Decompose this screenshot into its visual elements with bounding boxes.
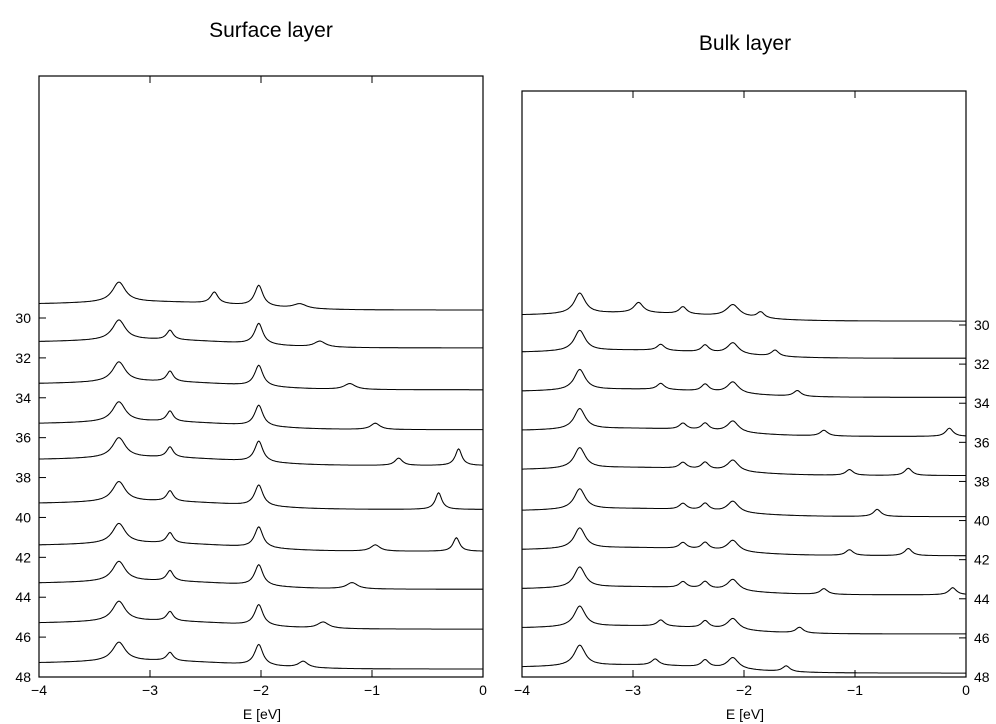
surface-x-tick-label: −2	[253, 682, 269, 698]
bulk-x-tick-label: 0	[962, 682, 970, 698]
bulk-y-tick-label: 48	[974, 669, 990, 685]
bulk-layer-title: Bulk layer	[699, 32, 791, 55]
bulk-x-tick-label: −1	[847, 682, 863, 698]
bulk-y-tick-label: 34	[974, 395, 990, 411]
bulk-x-tick-label: −3	[625, 682, 641, 698]
surface-dos-curve	[39, 560, 483, 590]
bulk-curves	[521, 292, 967, 674]
bulk-y-tick-label: 46	[974, 630, 990, 646]
surface-layer-title: Surface layer	[209, 19, 333, 42]
surface-y-tick-label: 30	[15, 310, 31, 326]
surface-y-tick-label: 48	[15, 669, 31, 685]
bulk-dos-curve	[521, 292, 966, 322]
bulk-dos-curve	[521, 527, 966, 557]
bulk-y-tick-label: 30	[974, 317, 990, 333]
bulk-plot-frame	[521, 90, 967, 678]
surface-y-tick-label: 44	[15, 589, 31, 605]
bulk-dos-curve	[521, 566, 967, 596]
bulk-dos-curve	[522, 644, 966, 674]
surface-y-tick-label: 46	[15, 629, 31, 645]
surface-dos-curve	[39, 600, 483, 630]
surface-y-tick-label: 42	[15, 549, 31, 565]
surface-layer-panel: Surface layer −4 −3 −2 −1 0 30 32 34 36 38 40 42 44 4…	[15, 19, 487, 722]
surface-x-tick-label: −1	[364, 682, 380, 698]
surface-dos-curve	[39, 281, 483, 311]
bulk-y-tick-label: 38	[974, 473, 990, 489]
surface-dos-curve	[39, 641, 483, 670]
surface-dos-curve	[39, 401, 483, 431]
bulk-y-tick-label: 44	[974, 591, 990, 607]
bulk-x-tick-label: −4	[514, 682, 530, 698]
surface-ticks: −4 −3 −2 −1 0 30 32 34 36 38 40 42 44 46 48	[15, 76, 487, 698]
bulk-y-tick-label: 40	[974, 513, 990, 529]
surface-y-tick-label: 38	[15, 470, 31, 486]
surface-x-tick-label: −4	[31, 682, 47, 698]
bulk-y-tick-label: 32	[974, 356, 990, 372]
surface-y-tick-label: 32	[15, 350, 31, 366]
surface-y-tick-label: 36	[15, 430, 31, 446]
surface-dos-curve	[39, 522, 483, 552]
bulk-dos-curve	[522, 447, 966, 477]
bulk-dos-curve	[522, 329, 966, 359]
surface-dos-curve	[39, 437, 483, 466]
surface-x-tick-label: 0	[479, 682, 487, 698]
surface-dos-curve	[39, 480, 483, 510]
bulk-dos-curve	[521, 368, 966, 398]
bulk-y-tick-label: 36	[974, 434, 990, 450]
surface-dos-curve	[38, 361, 483, 391]
surface-curves	[38, 281, 483, 670]
surface-dos-curve	[39, 319, 483, 349]
bulk-x-tick-label: −2	[736, 682, 752, 698]
surface-y-tick-label: 40	[15, 509, 31, 525]
bulk-dos-curve	[522, 488, 966, 518]
bulk-dos-curve	[521, 407, 967, 437]
surface-x-axis-label: E [eV]	[243, 706, 281, 722]
surface-x-tick-label: −3	[142, 682, 158, 698]
bulk-ticks: −4 −3 −2 −1 0 30 32 34 36 38 40 42 44 46 48	[514, 91, 990, 698]
bulk-x-axis-label: E [eV]	[726, 706, 764, 722]
bulk-dos-curve	[521, 605, 966, 635]
surface-y-tick-label: 34	[15, 390, 31, 406]
bulk-y-tick-label: 42	[974, 552, 990, 568]
bulk-layer-panel: Bulk layer −4 −3 −2 −1 0 30 32 34 36 38 40 42 44 46 48…	[514, 32, 990, 722]
